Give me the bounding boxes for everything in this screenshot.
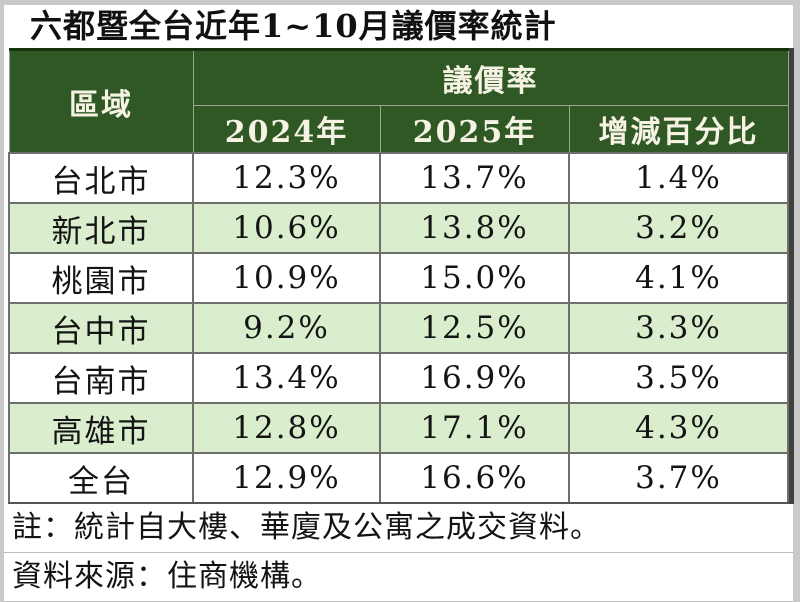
statistics-graphic: 六都暨全台近年1~10月議價率統計 區域 議價率 2024年 2025年 增減百… <box>4 5 794 602</box>
page-title: 六都暨全台近年1~10月議價率統計 <box>30 7 557 45</box>
value-2025-cell: 17.1% <box>379 402 570 454</box>
value-2024-cell: 10.9% <box>192 252 381 304</box>
region-cell: 台南市 <box>8 352 194 404</box>
header-change: 增減百分比 <box>568 105 789 154</box>
table-row: 桃園市 10.9% 15.0% 4.1% <box>8 252 789 304</box>
value-2024-cell: 12.3% <box>192 152 381 204</box>
value-2025-cell: 16.6% <box>379 452 570 504</box>
region-cell: 新北市 <box>8 202 194 254</box>
stats-table: 區域 議價率 2024年 2025年 增減百分比 台北市 12.3% 13.7%… <box>8 48 789 504</box>
change-cell: 3.2% <box>568 202 789 254</box>
region-cell: 台北市 <box>8 152 194 204</box>
value-2024-cell: 9.2% <box>192 302 381 354</box>
region-cell: 台中市 <box>8 302 194 354</box>
value-2024-cell: 12.8% <box>192 402 381 454</box>
table-row: 台中市 9.2% 12.5% 3.3% <box>8 302 789 354</box>
table-header: 區域 議價率 2024年 2025年 增減百分比 <box>8 48 789 154</box>
change-cell: 4.3% <box>568 402 789 454</box>
note-data-source: 資料來源：住商機構。 <box>4 553 793 602</box>
table-body: 台北市 12.3% 13.7% 1.4% 新北市 10.6% 13.8% 3.2… <box>8 152 789 504</box>
value-2025-cell: 12.5% <box>379 302 570 354</box>
table-row: 全台 12.9% 16.6% 3.7% <box>8 452 789 504</box>
value-2024-cell: 10.6% <box>192 202 381 254</box>
table-row: 高雄市 12.8% 17.1% 4.3% <box>8 402 789 454</box>
change-cell: 4.1% <box>568 252 789 304</box>
value-2025-cell: 13.7% <box>379 152 570 204</box>
header-row-years: 2024年 2025年 增減百分比 <box>9 105 789 154</box>
value-2024-cell: 13.4% <box>192 352 381 404</box>
value-2024-cell: 12.9% <box>192 452 381 504</box>
change-cell: 3.5% <box>568 352 789 404</box>
value-2025-cell: 13.8% <box>379 202 570 254</box>
header-region: 區域 <box>8 48 194 154</box>
change-cell: 3.7% <box>568 452 789 504</box>
header-2024: 2024年 <box>192 105 381 154</box>
header-group-rate: 議價率 <box>192 48 789 106</box>
value-2025-cell: 16.9% <box>379 352 570 404</box>
value-2025-cell: 15.0% <box>379 252 570 304</box>
table-row: 台北市 12.3% 13.7% 1.4% <box>8 152 789 204</box>
header-2025: 2025年 <box>379 105 570 154</box>
region-cell: 桃園市 <box>8 252 194 304</box>
change-cell: 3.3% <box>568 302 789 354</box>
region-cell: 全台 <box>8 452 194 504</box>
table-wrapper: 區域 議價率 2024年 2025年 增減百分比 台北市 12.3% 13.7%… <box>8 48 794 504</box>
table-row: 新北市 10.6% 13.8% 3.2% <box>8 202 789 254</box>
table-row: 台南市 13.4% 16.9% 3.5% <box>8 352 789 404</box>
note-source-data: 註：統計自大樓、華廈及公寓之成交資料。 <box>4 504 793 553</box>
region-cell: 高雄市 <box>8 402 194 454</box>
header-row-group: 區域 議價率 <box>8 48 789 154</box>
change-cell: 1.4% <box>568 152 789 204</box>
